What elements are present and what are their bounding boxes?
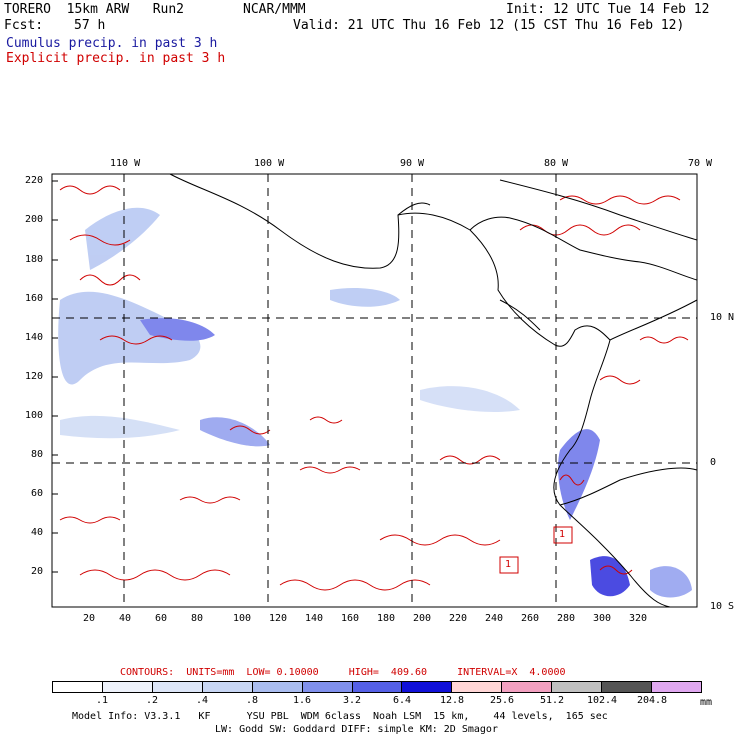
legend-swatch bbox=[302, 682, 353, 692]
axis-ticks bbox=[52, 180, 58, 573]
legend-swatch bbox=[402, 682, 453, 692]
lat-label-0: 0 bbox=[710, 457, 717, 468]
cumulus-precip-areas bbox=[58, 207, 692, 598]
contours-info: CONTOURS: UNITS=mm LOW= 0.10000 HIGH= 40… bbox=[120, 667, 566, 678]
explicit-precip-contours bbox=[59, 185, 689, 591]
y-tick: 100 bbox=[25, 410, 44, 421]
lon-label-100w: 100 W bbox=[254, 158, 285, 169]
legend-label: 51.2 bbox=[539, 695, 565, 706]
legend-label: .2 bbox=[145, 695, 159, 706]
y-tick: 20 bbox=[31, 566, 44, 577]
x-tick: 100 bbox=[233, 613, 252, 624]
legend-label: 12.8 bbox=[439, 695, 465, 706]
legend-swatch bbox=[602, 682, 653, 692]
lat-label-10s: 10 S bbox=[710, 601, 735, 612]
y-tick: 140 bbox=[25, 332, 44, 343]
x-tick: 60 bbox=[155, 613, 168, 624]
legend-label: .1 bbox=[95, 695, 109, 706]
box-label-1: 1 bbox=[559, 529, 566, 540]
x-tick: 240 bbox=[485, 613, 504, 624]
fcst-value: 57 h bbox=[74, 18, 106, 33]
x-tick: 120 bbox=[269, 613, 288, 624]
coastlines bbox=[169, 173, 698, 608]
x-tick: 300 bbox=[593, 613, 612, 624]
legend-label: 25.6 bbox=[489, 695, 515, 706]
lon-label-110w: 110 W bbox=[110, 158, 141, 169]
x-tick: 140 bbox=[305, 613, 324, 624]
legend-label: 1.6 bbox=[292, 695, 312, 706]
y-tick: 200 bbox=[25, 214, 44, 225]
legend-color-bar bbox=[52, 681, 702, 693]
legend-swatch bbox=[452, 682, 503, 692]
legend-swatch bbox=[53, 682, 103, 692]
y-tick: 120 bbox=[25, 371, 44, 382]
legend-swatch bbox=[352, 682, 403, 692]
model-title: TORERO 15km ARW Run2 bbox=[4, 2, 185, 17]
y-tick: 160 bbox=[25, 293, 44, 304]
legend-swatch bbox=[202, 682, 253, 692]
x-tick: 220 bbox=[449, 613, 468, 624]
x-tick: 320 bbox=[629, 613, 648, 624]
station-box-2 bbox=[499, 556, 519, 574]
legend-swatch bbox=[552, 682, 603, 692]
lon-label-90w: 90 W bbox=[400, 158, 425, 169]
legend-label: 204.8 bbox=[636, 695, 668, 706]
y-tick: 60 bbox=[31, 488, 44, 499]
x-tick: 80 bbox=[191, 613, 204, 624]
explicit-legend-line: Explicit precip. in past 3 h bbox=[6, 51, 226, 66]
legend-label: 102.4 bbox=[586, 695, 618, 706]
legend-swatch bbox=[502, 682, 553, 692]
lat-label-10n: 10 N bbox=[710, 312, 735, 323]
legend-label: .4 bbox=[195, 695, 209, 706]
y-tick: 180 bbox=[25, 254, 44, 265]
y-tick: 220 bbox=[25, 175, 44, 186]
legend-label: 3.2 bbox=[342, 695, 362, 706]
init-time: Init: 12 UTC Tue 14 Feb 12 bbox=[506, 2, 710, 17]
lat-lon-grid bbox=[52, 174, 697, 607]
x-tick: 200 bbox=[413, 613, 432, 624]
y-tick: 80 bbox=[31, 449, 44, 460]
center-label: NCAR/MMM bbox=[243, 2, 306, 17]
x-tick: 40 bbox=[119, 613, 132, 624]
fcst-label: Fcst: bbox=[4, 18, 44, 33]
x-tick: 280 bbox=[557, 613, 576, 624]
x-tick: 260 bbox=[521, 613, 540, 624]
legend-label: 6.4 bbox=[392, 695, 412, 706]
y-tick: 40 bbox=[31, 527, 44, 538]
valid-time: Valid: 21 UTC Thu 16 Feb 12 (15 CST Thu … bbox=[293, 18, 685, 33]
x-tick: 160 bbox=[341, 613, 360, 624]
legend-swatch bbox=[102, 682, 153, 692]
box-label-2: 1 bbox=[505, 559, 512, 570]
legend-label: .8 bbox=[245, 695, 259, 706]
lon-label-80w: 80 W bbox=[544, 158, 569, 169]
legend-swatch bbox=[652, 682, 701, 692]
legend-swatch bbox=[252, 682, 303, 692]
legend-swatch bbox=[152, 682, 203, 692]
x-tick: 180 bbox=[377, 613, 396, 624]
x-tick: 20 bbox=[83, 613, 96, 624]
lon-label-70w: 70 W bbox=[688, 158, 713, 169]
map-frame bbox=[51, 173, 698, 608]
physics-info: LW: Godd SW: Goddard DIFF: simple KM: 2D… bbox=[215, 724, 498, 735]
cumulus-legend-line: Cumulus precip. in past 3 h bbox=[6, 36, 218, 51]
legend-unit: mm bbox=[700, 697, 713, 708]
station-box-1 bbox=[553, 526, 573, 544]
model-info: Model Info: V3.3.1 KF YSU PBL WDM 6class… bbox=[72, 711, 608, 722]
